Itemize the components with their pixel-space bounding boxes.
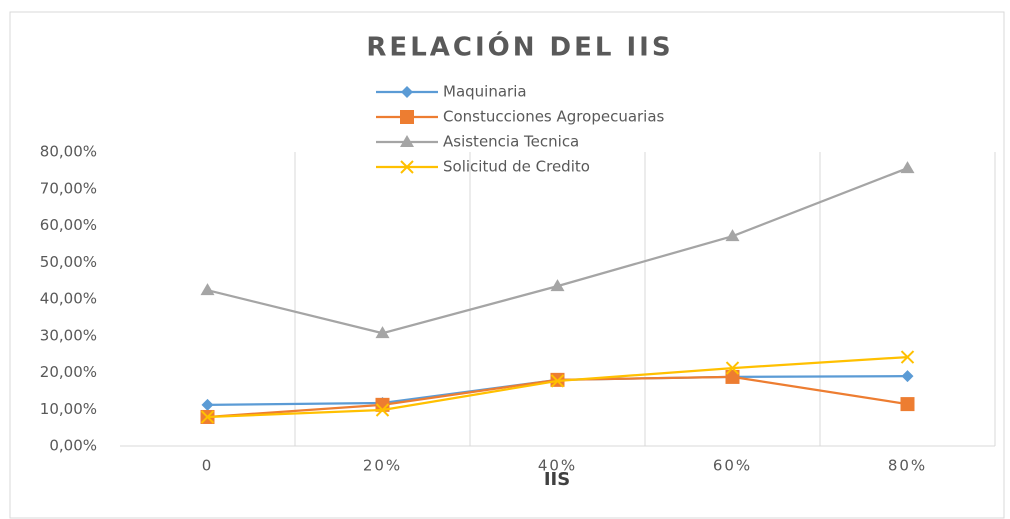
legend-marker [400,110,414,124]
data-point [550,279,565,292]
y-tick-label: 0,00% [49,437,97,455]
y-tick-label: 80,00% [40,143,97,161]
data-point [725,361,740,375]
data-point [900,161,915,174]
y-tick-label: 10,00% [40,400,97,418]
x-tick-label: 20% [363,457,402,475]
x-tick-label: 0 [202,457,214,475]
y-tick-label: 70,00% [40,179,97,197]
legend-marker [400,135,414,147]
data-point [550,374,565,388]
chart-border [9,11,1005,519]
data-point [725,369,740,384]
data-point [900,350,915,364]
data-point [200,283,215,296]
legend-marker [400,160,414,174]
y-tick-label: 50,00% [40,253,97,271]
legend-marker [401,86,413,98]
data-point [200,410,215,424]
chart-title: RELACIÓN DEL IIS [366,31,673,63]
x-tick-label: 80% [888,457,927,475]
legend-label: Asistencia Tecnica [443,133,579,151]
y-tick-label: 60,00% [40,216,97,234]
x-axis-title: IIS [544,469,570,490]
x-tick-label: 40% [538,457,577,475]
data-point [900,397,915,412]
data-point [201,398,214,411]
data-point [901,370,914,383]
data-point [375,403,390,417]
y-tick-label: 20,00% [40,363,97,381]
data-point [375,326,390,339]
legend-label: Solicitud de Credito [443,158,590,176]
y-tick-label: 40,00% [40,290,97,308]
legend-label: Maquinaria [443,83,527,101]
legend-label: Constucciones Agropecuarias [443,108,665,126]
y-tick-label: 30,00% [40,326,97,344]
data-point [725,229,740,242]
x-tick-label: 60% [713,457,752,475]
